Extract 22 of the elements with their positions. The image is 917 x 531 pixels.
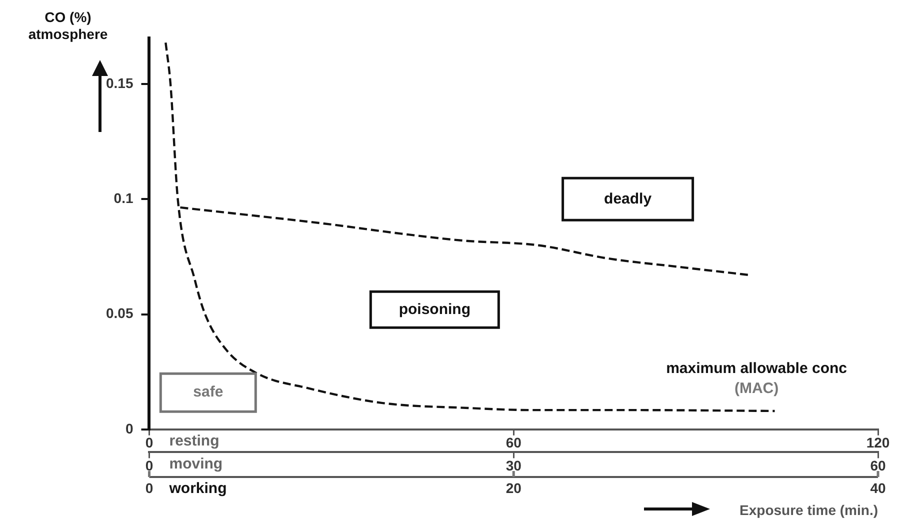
y-tick-label: 0.05 [106,305,134,322]
annotation: poisoning [398,300,471,318]
x2-tick-label: 30 [506,457,522,474]
y-tick-label: 0.15 [106,74,134,91]
x2-tick-label: 0 [145,457,154,474]
x-axis-title: Exposure time (min.) [740,502,878,518]
text: 0 [145,480,154,496]
y-tick-label: 0.1 [114,190,134,206]
x-tick-label: 60 [506,434,522,451]
annotation: deadly [604,190,652,208]
x-tick-label: 120 [866,434,890,451]
text: working [168,480,227,498]
text: 20 [506,480,522,496]
y-axis-title: CO (%) atmosphere [28,8,108,42]
x2-tick-label: 60 [870,457,886,474]
text: moving [169,455,223,472]
annotation: safe [193,384,224,401]
x-tick-label: 0 [145,434,154,451]
y-tick-label: 0 [125,420,134,436]
text: 40 [870,480,886,496]
text: resting [169,432,220,450]
annotation: maximum allowable conc (MAC) [666,360,847,397]
